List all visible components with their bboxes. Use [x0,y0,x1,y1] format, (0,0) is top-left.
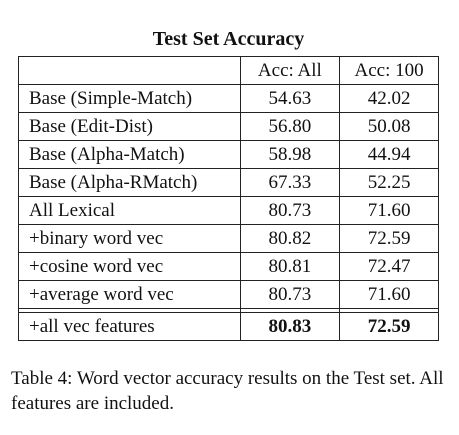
table-title: Test Set Accuracy [152,28,305,50]
row-name: Base (Alpha-Match) [18,140,241,169]
final-row-acc-100: 72.59 [339,312,439,341]
row-name: Base (Simple-Match) [18,84,241,113]
table-caption: Table 4: Word vector accuracy results on… [11,368,444,414]
table-row: +binary word vec 80.82 72.59 [18,224,439,253]
table-row: Base (Alpha-Match) 58.98 44.94 [18,140,439,169]
row-acc-all: 54.63 [239,84,341,113]
row-name: Base (Edit-Dist) [18,112,241,141]
row-acc-100: 71.60 [339,196,439,225]
row-acc-all: 80.73 [239,196,341,225]
row-acc-all: 67.33 [239,168,341,197]
row-acc-all: 58.98 [239,140,341,169]
table-row: Base (Edit-Dist) 56.80 50.08 [18,112,439,141]
table-row: +cosine word vec 80.81 72.47 [18,252,439,281]
table-row: Base (Simple-Match) 54.63 42.02 [18,84,439,113]
results-table: Acc: All Acc: 100 Base (Simple-Match) 54… [18,56,439,341]
row-acc-100: 42.02 [339,84,439,113]
final-row-acc-all: 80.83 [239,312,341,341]
row-name: Base (Alpha-RMatch) [18,168,241,197]
row-acc-100: 50.08 [339,112,439,141]
row-acc-100: 72.59 [339,224,439,253]
table-row: All Lexical 80.73 71.60 [18,196,439,225]
row-acc-100: 52.25 [339,168,439,197]
row-name: +binary word vec [18,224,241,253]
row-name: +cosine word vec [18,252,241,281]
header-row: Acc: All Acc: 100 [18,56,439,85]
row-acc-all: 80.81 [239,252,341,281]
final-row: +all vec features 80.83 72.59 [18,312,439,341]
row-acc-100: 44.94 [339,140,439,169]
header-empty [18,56,241,85]
table-row: +average word vec 80.73 71.60 [18,280,439,309]
row-acc-all: 80.73 [239,280,341,309]
row-acc-100: 71.60 [339,280,439,309]
header-acc-100: Acc: 100 [339,56,439,85]
row-acc-all: 56.80 [239,112,341,141]
row-acc-100: 72.47 [339,252,439,281]
row-acc-all: 80.82 [239,224,341,253]
row-name: +average word vec [18,280,241,309]
header-acc-all: Acc: All [239,56,341,85]
final-row-name: +all vec features [18,312,241,341]
row-name: All Lexical [18,196,241,225]
table-row: Base (Alpha-RMatch) 67.33 52.25 [18,168,439,197]
